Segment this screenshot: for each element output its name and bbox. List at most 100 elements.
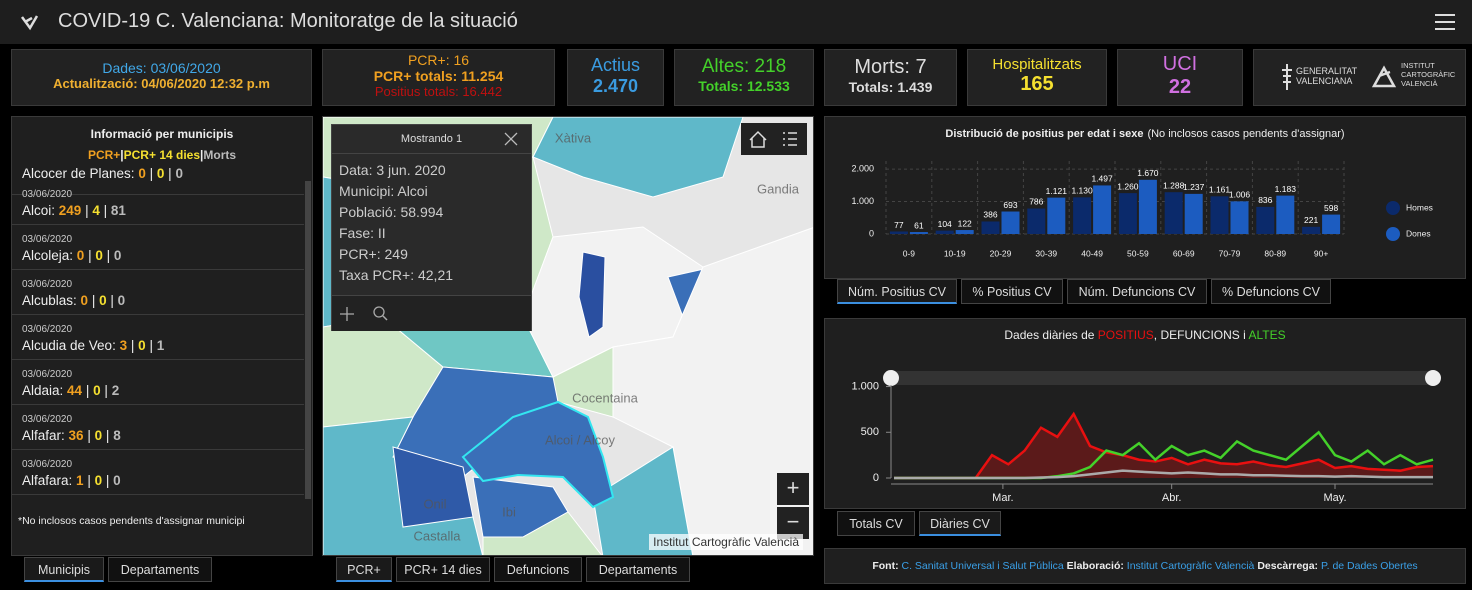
municipality-list: Alcocer de Planes: 0 | 0 | 0 03/06/2020 Al… — [12, 159, 304, 499]
item-line: Alfafara: 1 | 0 | 0 — [22, 473, 121, 488]
hospital-label: Hospitalitzats — [992, 56, 1082, 73]
item-value: 0 — [138, 166, 146, 181]
popup-line: PCR+: 249 — [339, 246, 408, 262]
scrollbar[interactable] — [305, 181, 311, 499]
bar-value-label: 122 — [958, 218, 972, 228]
tab[interactable]: Núm. Defuncions CV — [1067, 279, 1207, 304]
selected-municipality[interactable] — [461, 400, 615, 509]
item-value: 0 — [76, 248, 85, 263]
deaths: Morts: 7 — [854, 56, 927, 78]
municipality-item[interactable]: 03/06/2020 Alfafara: 1 | 0 | 0 — [12, 451, 304, 495]
item-value: 0 — [80, 293, 89, 308]
map-label: Alcoi / Alcoy — [545, 432, 616, 447]
menu-button[interactable] — [1434, 12, 1456, 32]
zoom-to-button[interactable] — [373, 306, 385, 318]
item-value: 0 — [99, 293, 107, 308]
tab[interactable]: % Defuncions CV — [1211, 279, 1331, 304]
tab[interactable]: % Positius CV — [961, 279, 1063, 304]
hospital-card: Hospitalitzats 165 — [967, 49, 1107, 106]
separator: | — [104, 383, 108, 398]
separator: | — [88, 248, 92, 263]
municipality-item[interactable]: 03/06/2020 Alcoi: 249 | 4 | 81 — [12, 181, 304, 225]
range-slider[interactable] — [891, 371, 1433, 385]
icu-value: 22 — [1168, 76, 1192, 98]
map-label: Castalla — [414, 528, 462, 543]
zoom-out[interactable]: − — [777, 507, 809, 539]
bar-value-label: 1.497 — [1091, 174, 1113, 184]
bar — [955, 230, 974, 234]
tab[interactable]: Diàries CV — [919, 511, 1001, 536]
item-name: Alcudia de Veo: — [22, 338, 116, 353]
x-tick-label: 20-29 — [990, 248, 1012, 258]
item-line: Alcudia de Veo: 3 | 0 | 1 — [22, 338, 164, 353]
bar-value-label: 104 — [938, 219, 952, 229]
tab[interactable]: Departaments — [108, 557, 212, 582]
bar — [1230, 201, 1249, 234]
separator: | — [105, 473, 110, 488]
item-line: Alcublas: 0 | 0 | 0 — [22, 293, 125, 308]
panel-title: Informació per municipis — [90, 127, 234, 141]
item-value: 0 — [113, 248, 122, 263]
slider-handle[interactable] — [883, 370, 899, 386]
tab[interactable]: Totals CV — [837, 511, 915, 536]
separator: | — [106, 248, 111, 263]
logos-card: GENERALITAT VALENCIANA INSTITUT CARTOGRÀFI… — [1253, 49, 1466, 106]
line-chart-panel: Dades diàries de POSITIUS, DEFUNCIONS i … — [824, 318, 1466, 509]
tab[interactable]: PCR+ 14 dies — [396, 557, 490, 582]
bar-chart-heading: Distribució de positius per edat i sexe (… — [945, 128, 1344, 140]
municipality-item[interactable]: 03/06/2020 Alfafar: 36 | 0 | 8 — [12, 406, 304, 450]
popup-title: Mostrando 1 — [332, 125, 531, 154]
item-value: 81 — [110, 203, 126, 218]
legend-item: PCR+ — [87, 148, 121, 162]
note: *No inclosos casos pendents d'assignar m… — [18, 515, 245, 527]
pan-button[interactable] — [340, 307, 354, 321]
footer-label: Elaboració: — [1066, 560, 1124, 572]
bar — [889, 231, 908, 234]
item-value: 0 — [93, 383, 101, 398]
discharged-card: Altes: 218 Totals: 12.533 — [674, 49, 814, 106]
item-line: Alcoi: 249 | 4 | 81 — [22, 203, 126, 218]
municipality-item[interactable]: 03/06/2020 Aldaia: 44 | 0 | 2 — [12, 361, 304, 405]
active-card: Actius 2.470 — [567, 49, 664, 106]
separator: | — [168, 166, 172, 181]
item-value: 1 — [156, 338, 165, 353]
slider-handle[interactable] — [1425, 370, 1441, 386]
date: Dades: 03/06/2020 — [102, 60, 221, 76]
popup-line: Població: 58.994 — [339, 204, 444, 220]
tab[interactable]: PCR+ — [336, 557, 392, 582]
x-tick-label: Mar. — [992, 492, 1013, 504]
tab[interactable]: Municipis — [24, 557, 104, 582]
title: COVID-19 C. Valenciana: Monitoratge de l… — [58, 10, 518, 32]
tab[interactable]: Núm. Positius CV — [837, 279, 957, 304]
x-tick-label: 40-49 — [1081, 248, 1103, 258]
municipality-item[interactable]: Alcocer de Planes: 0 | 0 | 0 — [12, 159, 304, 195]
icu-label: UCI — [1162, 53, 1198, 75]
municipality-item[interactable]: 03/06/2020 Alcublas: 0 | 0 | 0 — [12, 271, 304, 315]
item-line: Alfafar: 36 | 0 | 8 — [22, 428, 121, 443]
home-button[interactable] — [749, 130, 767, 148]
bar-value-label: 386 — [983, 210, 997, 220]
deaths-total: Totals: 1.439 — [848, 79, 933, 95]
item-value: 4 — [92, 203, 100, 218]
bar-value-label: 77 — [894, 220, 904, 230]
x-tick-label: 70-79 — [1219, 248, 1241, 258]
municipality-item[interactable]: 03/06/2020 Alcoleja: 0 | 0 | 0 — [12, 226, 304, 270]
item-line: Aldaia: 44 | 0 | 2 — [22, 383, 119, 398]
x-tick-label: 10-19 — [944, 248, 966, 258]
popup-close[interactable] — [504, 132, 518, 146]
title-part: ALTES — [1248, 328, 1285, 342]
bar — [1047, 197, 1066, 234]
bar-value-label: 1.183 — [1275, 184, 1297, 194]
layer-list-button[interactable] — [783, 132, 797, 146]
tab[interactable]: Departaments — [586, 557, 690, 582]
updated: Actualització: 04/06/2020 12:32 p.m — [53, 76, 270, 91]
municipality-item[interactable]: 03/06/2020 Alcudia de Veo: 3 | 0 | 1 — [12, 316, 304, 360]
zoom-in[interactable]: + — [777, 473, 809, 505]
item-name: Alfafar: — [22, 428, 65, 443]
bar — [1164, 192, 1183, 234]
bar-value-label: 836 — [1258, 195, 1272, 205]
icv-logo: INSTITUT CARTOGRÀFIC VALENCIÀ — [1401, 61, 1455, 88]
separator: | — [91, 293, 96, 308]
tab[interactable]: Defuncions — [494, 557, 582, 582]
